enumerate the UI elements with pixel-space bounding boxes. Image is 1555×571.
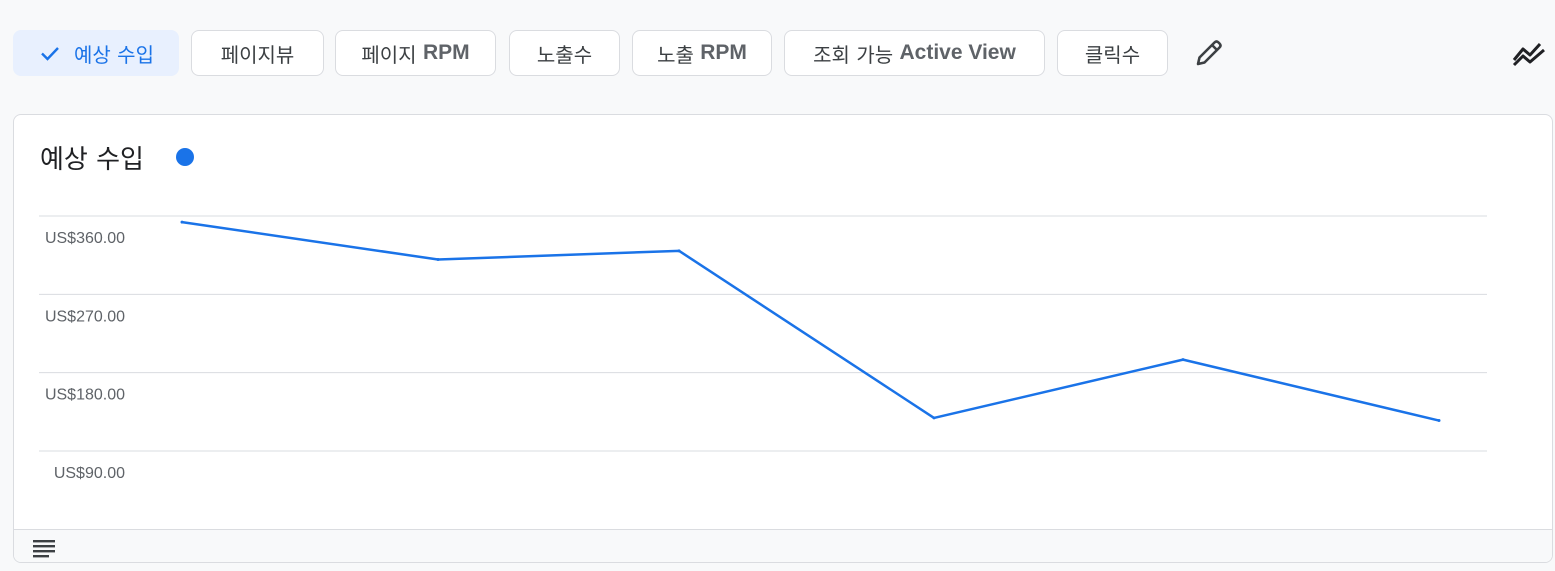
chip-page-rpm[interactable]: 페이지 RPM [335,30,496,76]
y-tick-label: US$270.00 [45,308,125,325]
data-point[interactable] [1437,419,1441,423]
pencil-icon[interactable] [1190,36,1226,72]
data-point[interactable] [180,220,184,224]
y-tick-label: US$180.00 [45,387,125,404]
chip-label: 노출 [657,42,694,67]
chip-estimated-earnings[interactable]: 예상 수입 [13,30,179,76]
trend-compare-icon[interactable] [1510,36,1548,72]
chip-label-latin: Active View [899,41,1016,64]
chip-label-latin: RPM [422,41,470,64]
chip-label: 노출수 [536,42,593,67]
chip-clicks[interactable]: 클릭수 [1057,30,1168,76]
y-tick-label: US$360.00 [45,230,125,247]
chip-impressions[interactable]: 노출수 [509,30,620,76]
chip-label: 예상 수입 [74,42,154,67]
chart-axis-bar [14,529,1552,562]
data-point[interactable] [1181,358,1185,362]
chip-label: 페이지 [361,42,417,67]
data-point[interactable] [436,258,440,262]
check-icon [41,47,59,61]
chart-title: 예상 수입 [40,145,144,175]
chip-pageviews[interactable]: 페이지뷰 [191,30,324,76]
table-view-icon[interactable] [32,538,56,558]
chip-label: 페이지뷰 [220,42,295,67]
y-tick-label: US$90.00 [54,465,125,482]
chart-card: 예상 수입 US$90.00 US$180.00 US$270.00 US$360.0… [13,114,1553,563]
data-point[interactable] [677,249,681,253]
chip-impression-rpm[interactable]: 노출 RPM [632,30,772,76]
chip-active-view-viewable[interactable]: 조회 가능 Active View [784,30,1045,76]
data-point[interactable] [932,416,936,420]
series-legend-dot [176,148,194,166]
series-line [181,220,1440,422]
chip-label: 조회 가능 [813,42,894,67]
chip-label-latin: RPM [700,41,747,64]
chip-label: 클릭수 [1084,42,1141,67]
